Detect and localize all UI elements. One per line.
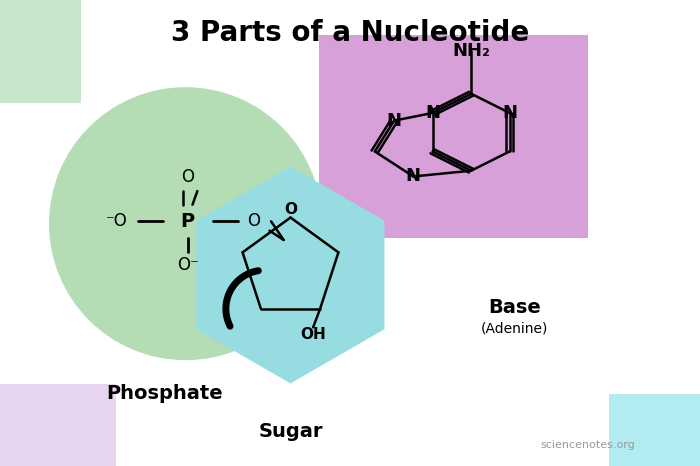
Text: O: O bbox=[284, 202, 297, 217]
Text: ⁻O: ⁻O bbox=[106, 212, 128, 230]
Text: (Adenine): (Adenine) bbox=[481, 322, 548, 336]
FancyBboxPatch shape bbox=[609, 394, 700, 466]
Text: N: N bbox=[425, 104, 440, 122]
Text: NH₂: NH₂ bbox=[452, 42, 490, 61]
Text: P: P bbox=[181, 212, 195, 231]
Text: N: N bbox=[386, 112, 402, 130]
Text: Phosphate: Phosphate bbox=[106, 384, 223, 403]
FancyBboxPatch shape bbox=[0, 0, 80, 103]
Text: 3 Parts of a Nucleotide: 3 Parts of a Nucleotide bbox=[171, 19, 529, 47]
Text: Sugar: Sugar bbox=[258, 422, 323, 440]
Ellipse shape bbox=[49, 87, 322, 360]
Polygon shape bbox=[197, 166, 384, 384]
Text: O⁻: O⁻ bbox=[176, 256, 199, 274]
Text: O: O bbox=[181, 168, 194, 186]
Text: N: N bbox=[406, 167, 421, 185]
Text: sciencenotes.org: sciencenotes.org bbox=[540, 440, 636, 450]
Text: N: N bbox=[502, 104, 517, 122]
Text: Base: Base bbox=[488, 298, 541, 317]
FancyBboxPatch shape bbox=[318, 35, 588, 238]
Text: O: O bbox=[247, 212, 260, 230]
Text: OH: OH bbox=[300, 327, 326, 342]
FancyBboxPatch shape bbox=[0, 384, 116, 466]
